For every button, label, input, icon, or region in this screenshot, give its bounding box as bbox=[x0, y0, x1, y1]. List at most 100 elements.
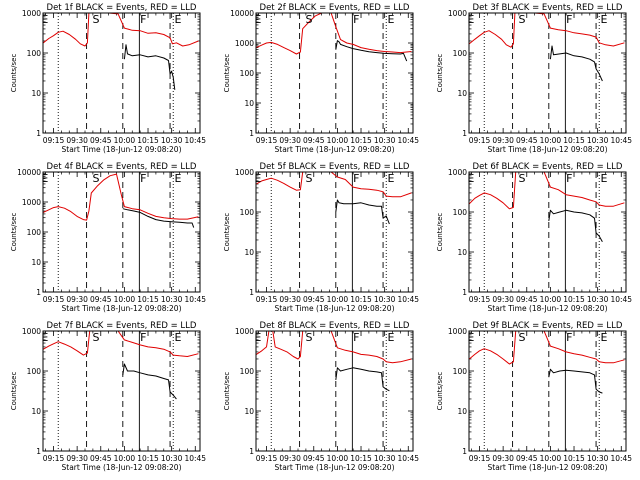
y-tick-label: 1000 bbox=[22, 9, 41, 18]
series-group bbox=[256, 13, 412, 62]
series-group bbox=[43, 173, 199, 228]
chart-title: Det 3f BLACK = Events, RED = LLD bbox=[473, 3, 623, 13]
flag-label: E bbox=[174, 13, 181, 26]
y-tick-label: 1000 bbox=[22, 327, 41, 336]
x-tick-label: 10:45 bbox=[397, 136, 419, 145]
flag-label: F bbox=[353, 331, 359, 344]
chart-title: Det 6f BLACK = Events, RED = LLD bbox=[473, 162, 623, 172]
y-tick-label: 10000 bbox=[230, 9, 254, 18]
y-tick-label: 10 bbox=[31, 89, 41, 98]
x-tick-label: 10:30 bbox=[374, 136, 396, 145]
y-tick-label: 100 bbox=[453, 208, 468, 217]
y-axis-label: Counts/sec bbox=[436, 372, 444, 411]
flag-label: E bbox=[41, 13, 48, 26]
flag-label: S bbox=[519, 13, 526, 26]
plot-frame bbox=[255, 171, 414, 293]
x-tick-label: 09:30 bbox=[492, 295, 514, 304]
series-events bbox=[548, 368, 603, 394]
panel-det-4: Det 4f BLACK = Events, RED = LLD 1 10 100 10… bbox=[10, 162, 206, 313]
series-events bbox=[123, 44, 176, 90]
series-events bbox=[335, 367, 390, 392]
x-tick-label: 09:45 bbox=[303, 295, 325, 304]
flag-label: S bbox=[519, 172, 526, 185]
x-tick-label: 10:00 bbox=[540, 136, 562, 145]
x-axis-label: Start Time (18-Jun-12 09:08:20) bbox=[62, 304, 182, 313]
panel-det-7: Det 7f BLACK = Events, RED = LLD 1 10 100 10… bbox=[10, 321, 206, 472]
x-tick-label: 09:30 bbox=[66, 295, 88, 304]
y-tick-label: 10 bbox=[244, 99, 254, 108]
x-tick-label: 10:45 bbox=[184, 295, 206, 304]
flag-label: E bbox=[41, 331, 48, 344]
chart-title: Det 2f BLACK = Events, RED = LLD bbox=[260, 3, 410, 13]
y-tick-label: 100 bbox=[27, 228, 42, 237]
y-tick-label: 1 bbox=[249, 447, 254, 456]
chart-title: Det 1f BLACK = Events, RED = LLD bbox=[47, 3, 197, 13]
x-axis-label: Start Time (18-Jun-12 09:08:20) bbox=[275, 304, 395, 313]
y-tick-label: 1000 bbox=[448, 168, 467, 177]
x-tick-label: 09:45 bbox=[516, 295, 538, 304]
x-tick-label: 10:15 bbox=[137, 454, 159, 463]
x-tick-label: 10:45 bbox=[397, 454, 419, 463]
y-tick-label: 10 bbox=[457, 89, 467, 98]
x-tick-label: 10:45 bbox=[397, 295, 419, 304]
x-tick-label: 10:00 bbox=[114, 454, 136, 463]
flag-label: E bbox=[467, 13, 474, 26]
x-tick-label: 09:15 bbox=[256, 136, 278, 145]
y-tick-label: 1 bbox=[249, 288, 254, 297]
x-tick-label: 10:30 bbox=[587, 454, 609, 463]
series-events bbox=[335, 199, 390, 225]
series-group bbox=[256, 172, 412, 225]
flag-label: E bbox=[467, 331, 474, 344]
y-tick-label: 10 bbox=[31, 258, 41, 267]
series-lld bbox=[256, 13, 412, 55]
panel-det-3: Det 3f BLACK = Events, RED = LLD 1 10 100 10… bbox=[436, 3, 632, 154]
x-axis-label: Start Time (18-Jun-12 09:08:20) bbox=[488, 304, 608, 313]
series-lld bbox=[256, 172, 412, 198]
plot-frame bbox=[42, 12, 201, 134]
chart-title: Det 7f BLACK = Events, RED = LLD bbox=[47, 321, 197, 331]
panel-det-2: Det 2f BLACK = Events, RED = LLD 1 10 100 10… bbox=[223, 3, 419, 154]
y-tick-label: 1000 bbox=[235, 327, 254, 336]
flag-label: E bbox=[174, 172, 181, 185]
flag-label: E bbox=[600, 331, 607, 344]
series-events bbox=[548, 209, 603, 243]
flag-label: S bbox=[306, 331, 313, 344]
y-tick-label: 1 bbox=[36, 447, 41, 456]
flag-label: S bbox=[306, 13, 313, 26]
x-tick-label: 09:45 bbox=[90, 136, 112, 145]
x-tick-label: 09:45 bbox=[303, 136, 325, 145]
flag-label: S bbox=[93, 13, 100, 26]
flag-label: F bbox=[140, 172, 146, 185]
flag-label: E bbox=[387, 331, 394, 344]
series-lld bbox=[256, 331, 412, 364]
x-tick-label: 09:45 bbox=[90, 295, 112, 304]
plot-frame bbox=[42, 171, 201, 293]
x-axis-label: Start Time (18-Jun-12 09:08:20) bbox=[275, 145, 395, 154]
series-lld bbox=[469, 331, 625, 365]
x-axis-label: Start Time (18-Jun-12 09:08:20) bbox=[62, 463, 182, 472]
y-tick-label: 100 bbox=[240, 208, 255, 217]
x-tick-label: 10:45 bbox=[610, 295, 632, 304]
x-tick-label: 10:30 bbox=[161, 136, 183, 145]
y-tick-label: 1000 bbox=[22, 198, 41, 207]
plot-frame bbox=[255, 330, 414, 452]
x-tick-label: 09:30 bbox=[279, 454, 301, 463]
series-events bbox=[335, 40, 408, 62]
series-group bbox=[469, 13, 625, 82]
x-tick-label: 09:30 bbox=[66, 136, 88, 145]
y-tick-label: 1 bbox=[249, 129, 254, 138]
x-tick-label: 09:15 bbox=[469, 454, 491, 463]
y-axis-label: Counts/sec bbox=[10, 213, 18, 252]
flag-label: E bbox=[387, 172, 394, 185]
y-tick-label: 100 bbox=[240, 367, 255, 376]
x-tick-label: 10:15 bbox=[563, 136, 585, 145]
plot-frame bbox=[468, 171, 627, 293]
y-tick-label: 100 bbox=[453, 49, 468, 58]
flag-label: S bbox=[519, 331, 526, 344]
y-tick-label: 100 bbox=[27, 49, 42, 58]
flag-label: F bbox=[353, 172, 359, 185]
y-tick-label: 1 bbox=[462, 288, 467, 297]
x-tick-label: 09:15 bbox=[43, 136, 65, 145]
flag-label: F bbox=[140, 13, 146, 26]
